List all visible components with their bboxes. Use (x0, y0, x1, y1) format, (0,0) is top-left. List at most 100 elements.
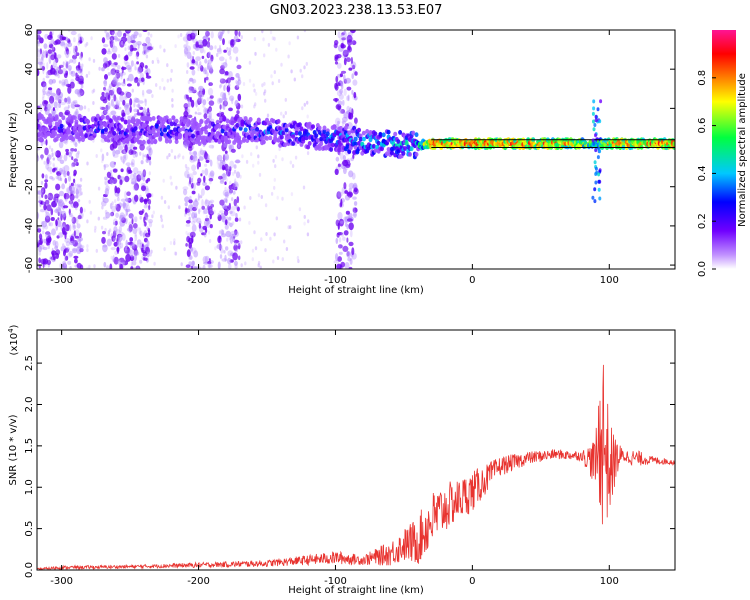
ridge-cell (311, 124, 315, 129)
noise-cell (40, 180, 44, 185)
spectrogram-plot-area (37, 30, 675, 269)
noise-cell (337, 120, 340, 125)
noise-cell (189, 77, 194, 83)
noise-cell (41, 65, 46, 71)
noise-cell (39, 208, 46, 213)
noise-cell (58, 103, 61, 108)
noise-cell (145, 203, 148, 208)
noise-cell (209, 67, 214, 75)
ridge-cell (281, 130, 286, 136)
noise-cell (219, 104, 222, 110)
noise-cell (203, 208, 209, 215)
noise-cell (42, 246, 48, 251)
burst-cell (599, 99, 603, 104)
noise-cell (209, 45, 214, 51)
noise-cell (204, 67, 207, 75)
burst-cell (592, 119, 595, 124)
noise-cell (152, 210, 155, 215)
noise-cell (69, 266, 72, 269)
noise-cell (113, 104, 116, 109)
ridge-cell (141, 139, 146, 145)
noise-cell (235, 56, 239, 62)
noise-cell (45, 160, 52, 166)
noise-cell (111, 31, 115, 36)
noise-cell (201, 169, 205, 175)
noise-cell (106, 66, 110, 71)
y-tick-label: 60 (24, 24, 35, 37)
colorbar-gradient (712, 30, 736, 269)
noise-cell (335, 237, 339, 244)
ridge-cell (232, 130, 237, 136)
ridge-cell (371, 143, 376, 149)
noise-cell (250, 152, 253, 157)
noise-cell (237, 241, 240, 246)
noise-cell (60, 213, 63, 221)
burst-cell (594, 118, 598, 123)
noise-cell (275, 47, 278, 52)
noise-cell (209, 82, 213, 87)
ridge-cell (268, 135, 273, 141)
noise-cell (79, 89, 85, 96)
y-tick-label: 40 (24, 63, 35, 76)
noise-cell (65, 83, 71, 87)
ridge-cell (396, 139, 401, 145)
noise-cell (80, 71, 83, 76)
noise-cell (216, 154, 223, 162)
noise-cell (104, 88, 110, 94)
spectrogram-y-label: Frequency (Hz) (8, 112, 19, 188)
noise-cell (343, 167, 347, 175)
noise-cell (54, 151, 57, 156)
noise-cell (191, 164, 197, 172)
ridge-cell (67, 130, 72, 135)
noise-cell (117, 53, 121, 58)
noise-cell (132, 242, 135, 247)
noise-cell (337, 191, 343, 198)
noise-cell (80, 84, 84, 89)
noise-cell (62, 205, 69, 209)
noise-cell (202, 35, 209, 41)
noise-cell (42, 77, 45, 82)
noise-cell (236, 110, 240, 115)
noise-cell (86, 244, 89, 249)
noise-cell (353, 91, 357, 99)
noise-cell (232, 252, 239, 261)
ridge-cell (217, 139, 222, 145)
noise-cell (64, 60, 68, 64)
noise-cell (225, 246, 229, 251)
noise-cell (127, 45, 131, 51)
noise-cell (127, 35, 132, 44)
noise-cell (208, 111, 212, 120)
noise-cell (66, 61, 71, 65)
noise-cell (186, 62, 190, 68)
noise-cell (206, 206, 210, 211)
noise-cell (60, 154, 63, 159)
noise-cell (248, 60, 252, 65)
x-tick-label: 100 (600, 275, 619, 286)
ridge-cell (64, 135, 69, 141)
noise-cell (130, 181, 137, 185)
noise-cell (257, 260, 261, 265)
noise-cell (195, 100, 198, 108)
noise-cell (260, 195, 263, 199)
noise-cell (55, 175, 59, 180)
noise-cell (110, 70, 116, 76)
noise-cell (236, 64, 242, 70)
noise-cell (234, 30, 238, 37)
noise-cell (174, 44, 177, 49)
noise-cell (342, 49, 349, 55)
noise-cell (175, 185, 178, 190)
noise-cell (200, 148, 203, 153)
noise-cell (196, 181, 201, 186)
noise-cell (221, 215, 227, 223)
noise-cell (185, 230, 188, 235)
ridge-cell (319, 141, 324, 147)
noise-cell (225, 230, 232, 238)
noise-cell (237, 76, 241, 82)
noise-cell (102, 230, 106, 235)
noise-cell (73, 178, 76, 183)
burst-cell (597, 179, 601, 184)
noise-cell (351, 40, 357, 46)
noise-cell (227, 30, 230, 34)
noise-cell (62, 81, 66, 86)
noise-cell (134, 218, 137, 223)
